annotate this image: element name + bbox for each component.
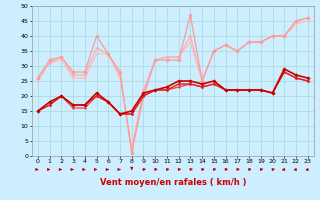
X-axis label: Vent moyen/en rafales ( km/h ): Vent moyen/en rafales ( km/h ) xyxy=(100,178,246,187)
